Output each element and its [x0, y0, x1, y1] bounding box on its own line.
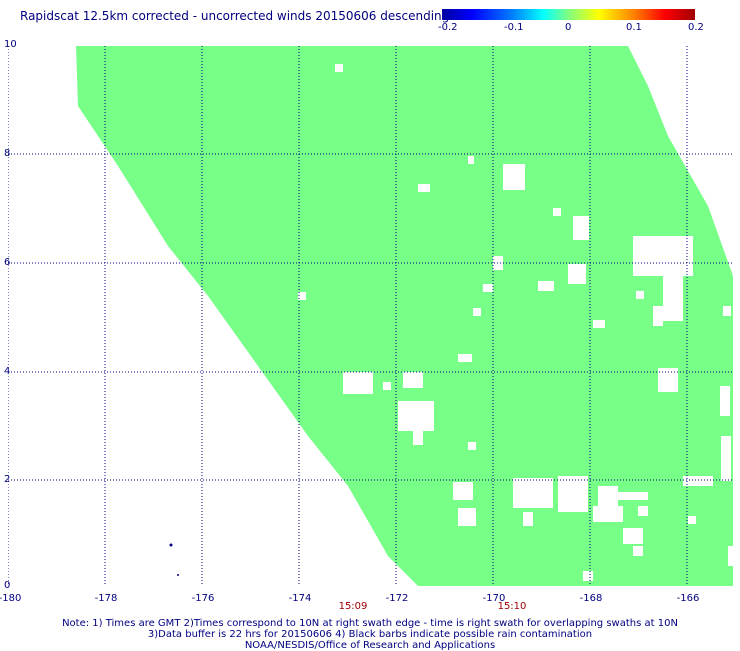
wind-barb-dot: [169, 543, 173, 547]
x-tick-label: -176: [191, 593, 215, 604]
y-tick-label: 2: [4, 474, 11, 485]
x-tick-label: -178: [94, 593, 118, 604]
colorbar: [442, 9, 695, 20]
x-tick-label: -180: [0, 593, 22, 604]
colorbar-label: -0.2: [438, 22, 458, 33]
wind-barb-dot: [177, 574, 179, 576]
y-tick-label: 8: [4, 148, 11, 159]
time-label: 15:09: [338, 601, 368, 612]
x-tick-label: -174: [288, 593, 312, 604]
x-tick-label: -168: [579, 593, 603, 604]
footnote-credit: NOAA/NESDIS/Office of Research and Appli…: [244, 640, 496, 651]
footnote-line: 3)Data buffer is 22 hrs for 20150606 4) …: [147, 629, 593, 640]
time-label: 15:10: [497, 601, 527, 612]
colorbar-label: 0.2: [688, 22, 704, 33]
rain-flag-gaps: [298, 64, 733, 581]
y-tick-label: 4: [4, 366, 11, 377]
x-tick-label: -166: [676, 593, 700, 604]
x-tick-label: -172: [385, 593, 409, 604]
map-title: Rapidscat 12.5km corrected - uncorrected…: [20, 9, 450, 23]
grid-lines: [8, 46, 733, 586]
y-tick-label: 10: [4, 39, 17, 50]
footnote-line: Note: 1) Times are GMT 2)Times correspon…: [62, 618, 678, 629]
y-tick-label: 0: [4, 580, 11, 591]
swath-area: [76, 46, 733, 586]
map-plot: [8, 46, 733, 586]
colorbar-label: 0: [565, 22, 572, 33]
colorbar-label: -0.1: [504, 22, 524, 33]
colorbar-label: 0.1: [626, 22, 642, 33]
x-tick-label: -170: [482, 593, 506, 604]
y-tick-label: 6: [4, 257, 11, 268]
